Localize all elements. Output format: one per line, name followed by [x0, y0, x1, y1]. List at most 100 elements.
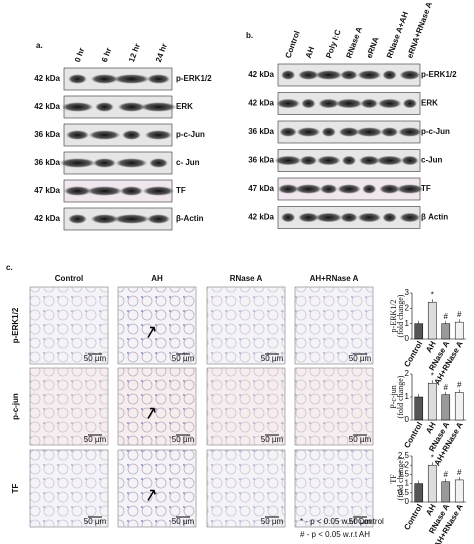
y-axis-label: (fold change) [396, 294, 405, 337]
protein-label: TF [176, 186, 186, 195]
blot-band [315, 212, 343, 223]
kda-label: 36 kDa [34, 158, 60, 167]
bar [414, 323, 424, 340]
bar [441, 323, 451, 340]
blot-band [357, 212, 382, 223]
kda-label: 42 kDa [248, 70, 274, 79]
protein-label: c-Jun [421, 156, 442, 165]
blot-band [92, 158, 117, 168]
lane-label: AH [304, 45, 316, 59]
blot-band [140, 102, 177, 112]
lane-label: Control [284, 30, 302, 60]
y-tick-label: 0.5 [398, 488, 410, 497]
y-tick-label: 1 [405, 392, 410, 401]
blot-band [68, 74, 87, 84]
x-tick-label: Control [402, 421, 424, 450]
lane-label: 24 hr [154, 42, 169, 63]
blot-band [90, 74, 119, 84]
blot-band [319, 184, 338, 194]
protein-label: p-ERK1/2 [421, 70, 457, 79]
bar [427, 301, 437, 340]
bar [454, 321, 464, 340]
significance-marker: * [431, 371, 434, 380]
bar [441, 481, 451, 503]
y-tick-label: 2.5 [398, 451, 410, 460]
blot-band [298, 70, 319, 80]
blot-band [281, 70, 296, 80]
row-label: p-c-jun [11, 393, 20, 420]
footnote: # - p < 0.05 w.r.t AH [300, 530, 370, 539]
blot-band [321, 127, 336, 137]
blot-band [274, 155, 302, 166]
blot-band [119, 186, 144, 196]
arrow [147, 326, 156, 338]
significance-marker: # [444, 312, 449, 321]
lane-label: Poly I:C [324, 28, 343, 59]
tissue-texture [207, 368, 285, 445]
blot-band [299, 155, 318, 166]
blot-band [377, 98, 402, 109]
blot-band [382, 212, 397, 223]
y-axis-label: P-c-jun [389, 385, 398, 409]
blot-band [113, 74, 150, 84]
tissue-texture [207, 287, 285, 364]
blot-band [277, 184, 299, 194]
blot-band [296, 127, 321, 137]
panel-label: a. [36, 41, 43, 50]
blot-band [301, 98, 316, 109]
panel-label: b. [246, 31, 253, 40]
significance-marker: * [431, 453, 434, 462]
panel-label: c. [6, 263, 13, 272]
kda-label: 47 kDa [34, 186, 60, 195]
blot-band [90, 214, 119, 224]
blot-band [396, 184, 424, 194]
column-header: AH [151, 274, 163, 283]
y-tick-label: 0 [405, 497, 410, 506]
blot-band [402, 98, 417, 109]
protein-label: p-c-Jun [421, 127, 450, 136]
blot-band [61, 102, 94, 112]
tissue-texture [30, 368, 108, 445]
blot-band [115, 158, 148, 168]
scale-bar-label: 50 µm [261, 435, 284, 444]
blot-band [113, 214, 150, 224]
blot-band [146, 74, 171, 84]
blot-band [335, 98, 363, 109]
blot-band [281, 212, 296, 223]
bar [454, 479, 464, 503]
y-tick-label: 0 [405, 415, 410, 424]
blot-band [68, 214, 87, 224]
blot-band [375, 155, 404, 166]
footnote: * - p < 0.05 w.r.t Control [300, 517, 384, 526]
scale-bar-label: 50 µm [349, 517, 372, 526]
lane-label: 12 hr [127, 42, 142, 63]
blot-band [318, 98, 340, 109]
tissue-texture [295, 368, 373, 445]
tissue-texture [207, 450, 285, 527]
column-header: RNase A [230, 274, 263, 283]
blot-band [382, 70, 397, 80]
y-axis-label: p-ERK1/2 [389, 300, 398, 333]
blot-band [401, 155, 419, 166]
protein-label: TF [421, 184, 431, 193]
tissue-texture [295, 450, 373, 527]
kda-label: 36 kDa [248, 127, 274, 136]
blot-band [399, 212, 421, 223]
kda-label: 42 kDa [34, 102, 60, 111]
blot-band [316, 155, 341, 166]
blot-band [340, 212, 358, 223]
blot-band [149, 158, 168, 168]
kda-label: 42 kDa [34, 74, 60, 83]
significance-marker: # [457, 468, 462, 477]
y-tick-label: 1 [405, 479, 410, 488]
y-axis-label: TF [389, 474, 398, 484]
y-tick-label: 1 [405, 319, 410, 328]
bar [427, 464, 437, 503]
kda-label: 36 kDa [248, 156, 274, 165]
blot-band [276, 98, 301, 109]
scale-bar-label: 50 µm [261, 354, 284, 363]
tissue-texture [118, 368, 196, 445]
significance-marker: # [457, 310, 462, 319]
blot-band [59, 158, 96, 168]
